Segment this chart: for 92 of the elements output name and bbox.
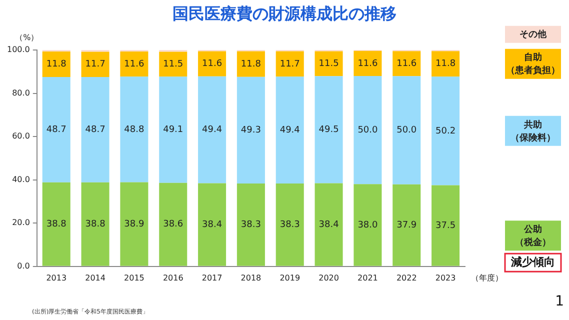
text: 1 (555, 294, 564, 310)
bar (276, 184, 304, 266)
data-label: 37.5 (436, 220, 456, 231)
data-label: 11.5 (163, 60, 184, 70)
data-label: 38.0 (358, 220, 378, 230)
chart-title: 国民医療費の財源構成比の推移 (172, 4, 398, 25)
y-tick-label: 40.0 (12, 174, 30, 184)
data-label: 49.4 (280, 125, 300, 136)
bar (354, 50, 382, 76)
data-label: 11.5 (318, 59, 339, 70)
data-label: 11.6 (396, 58, 417, 69)
data-label: 38.6 (163, 220, 184, 230)
bar (198, 76, 226, 184)
y-tick-label: 60.0 (12, 132, 30, 141)
data-label: 48.7 (46, 125, 66, 136)
data-label: 38.4 (318, 220, 340, 230)
x-tick-label: 2019 (280, 273, 300, 282)
data-label: 11.8 (46, 60, 67, 70)
bar (120, 76, 148, 182)
bar (198, 51, 226, 76)
bar (314, 76, 343, 184)
bar (159, 52, 188, 77)
bar (42, 52, 70, 78)
bar (432, 76, 460, 186)
bar (159, 182, 188, 266)
data-label: 11.7 (280, 59, 300, 70)
y-tick-label: 0.0 (17, 261, 30, 270)
x-tick-label: 2014 (85, 273, 106, 282)
x-tick-label: 2016 (162, 273, 184, 282)
x-axis-title: （年度） (471, 273, 503, 282)
data-label: 49.1 (163, 125, 184, 136)
x-tick-label: 2013 (46, 273, 67, 282)
bar (354, 76, 382, 184)
y-axis-title: （%） (15, 33, 39, 42)
bar (276, 76, 304, 184)
bar (236, 184, 265, 266)
data-label: 50.0 (358, 125, 378, 136)
text: 減少傾向 (510, 255, 555, 268)
data-label: 11.6 (202, 59, 222, 70)
bar (42, 182, 70, 266)
bar (120, 182, 148, 266)
y-tick-label: 20.0 (12, 218, 30, 228)
x-tick-label: 2021 (358, 273, 378, 282)
data-label: 50.0 (396, 126, 417, 136)
data-label: 11.7 (85, 60, 106, 70)
bar (432, 185, 460, 266)
x-tick-label: 2023 (435, 273, 456, 282)
data-label: 38.8 (46, 220, 67, 230)
bar (314, 51, 343, 76)
bar (120, 52, 148, 77)
bar (392, 76, 421, 184)
x-tick-label: 2022 (396, 273, 417, 282)
bar (42, 77, 70, 182)
x-tick-label: 2020 (318, 273, 339, 282)
data-label: 38.3 (280, 220, 300, 230)
bar (236, 51, 265, 77)
text: 公助（税金） (515, 224, 551, 248)
data-label: 38.8 (85, 220, 106, 230)
bar (354, 184, 382, 266)
bar (276, 51, 304, 77)
data-label: 48.7 (85, 125, 106, 136)
text: その他 (520, 29, 548, 40)
data-label: 38.3 (240, 220, 261, 230)
bar (81, 77, 110, 182)
data-label: 49.4 (202, 125, 222, 136)
x-tick-label: 2015 (124, 273, 144, 282)
bar (198, 183, 226, 266)
data-label: 11.6 (358, 58, 378, 69)
bar (314, 183, 343, 266)
data-label: 11.6 (124, 59, 144, 70)
x-tick-label: 2018 (240, 273, 262, 282)
data-label: 38.4 (202, 220, 222, 230)
bar (236, 76, 265, 184)
data-label: 37.9 (396, 220, 417, 230)
y-tick-label: 100.0 (6, 45, 30, 54)
bar (392, 51, 421, 76)
data-label: 50.2 (436, 126, 456, 136)
text: 共助（保険料） (510, 119, 556, 144)
data-label: 11.8 (240, 59, 262, 70)
bar (81, 52, 110, 78)
bar (392, 184, 421, 266)
y-tick-label: 80.0 (12, 88, 30, 98)
data-label: 49.3 (240, 126, 261, 136)
bar (81, 182, 110, 266)
data-label: 11.8 (436, 59, 456, 70)
data-label: 48.8 (124, 124, 144, 135)
bar (432, 51, 460, 77)
x-tick-label: 2017 (202, 273, 222, 282)
data-label: 38.9 (124, 219, 144, 230)
data-label: 49.5 (318, 125, 339, 136)
bar (159, 76, 188, 183)
text: 自助（患者負担） (506, 52, 560, 76)
